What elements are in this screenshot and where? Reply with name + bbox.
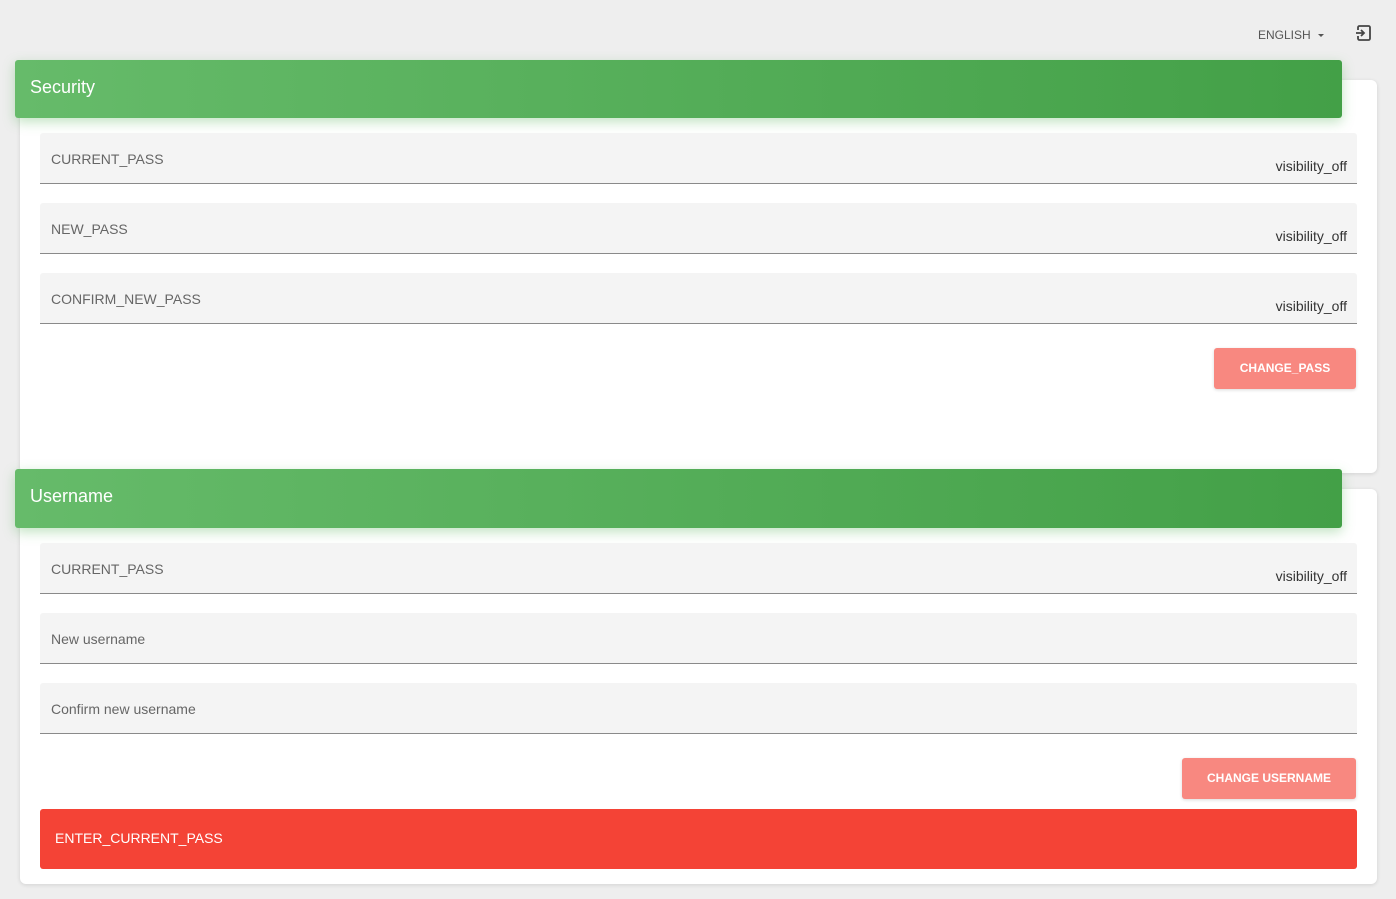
visibility-off-toggle[interactable]: visibility_off (1275, 298, 1347, 314)
visibility-off-toggle[interactable]: visibility_off (1275, 228, 1347, 244)
visibility-off-toggle[interactable]: visibility_off (1275, 158, 1347, 174)
error-alert: ENTER_CURRENT_PASS (40, 809, 1357, 869)
caret-down-icon (1317, 34, 1324, 38)
sign-in-icon[interactable] (1354, 24, 1372, 42)
language-label: ENGLISH (1258, 28, 1311, 42)
change-username-button[interactable]: CHANGE USERNAME (1182, 758, 1356, 799)
field-label: CURRENT_PASS (51, 561, 164, 577)
confirm-username-field[interactable]: Confirm new username (40, 683, 1357, 734)
change-pass-button[interactable]: CHANGE_PASS (1214, 348, 1356, 389)
username-header: Username (15, 469, 1342, 528)
confirm-new-pass-field[interactable]: CONFIRM_NEW_PASS visibility_off (40, 273, 1357, 324)
top-bar: ENGLISH (0, 22, 1396, 46)
username-title: Username (30, 486, 114, 506)
field-label: NEW_PASS (51, 221, 128, 237)
field-label: Confirm new username (51, 701, 196, 717)
new-pass-field[interactable]: NEW_PASS visibility_off (40, 203, 1357, 254)
field-label: New username (51, 631, 146, 647)
security-header: Security (15, 60, 1342, 118)
language-selector[interactable]: ENGLISH (1258, 28, 1324, 42)
new-username-field[interactable]: New username (40, 613, 1357, 664)
field-label: CURRENT_PASS (51, 151, 164, 167)
security-title: Security (30, 77, 96, 97)
visibility-off-toggle[interactable]: visibility_off (1275, 568, 1347, 584)
alert-text: ENTER_CURRENT_PASS (55, 830, 223, 846)
current-pass-field[interactable]: CURRENT_PASS visibility_off (40, 543, 1357, 594)
current-pass-field[interactable]: CURRENT_PASS visibility_off (40, 133, 1357, 184)
field-label: CONFIRM_NEW_PASS (51, 291, 201, 307)
